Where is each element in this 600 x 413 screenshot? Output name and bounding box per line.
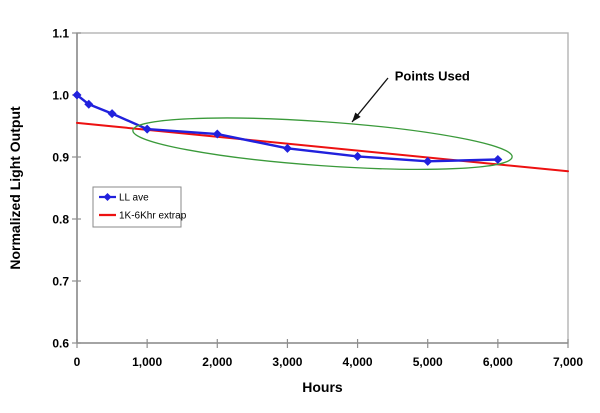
data-point-marker [72,90,82,100]
data-point-marker [142,124,152,134]
legend-label: LL ave [119,193,149,204]
data-point-marker [84,99,94,109]
data-point-marker [353,151,363,161]
x-axis-title: Hours [302,379,343,395]
x-tick-label: 0 [74,355,81,369]
data-point-marker [493,154,503,164]
points-used-ellipse [132,117,513,170]
points-used-arrowhead [352,112,361,122]
y-tick-label: 0.9 [52,151,69,165]
y-axis-title: Normalized Light Output [7,106,23,270]
data-point-marker [282,143,292,153]
x-tick-label: 5,000 [413,355,443,369]
points-used-label: Points Used [395,69,470,84]
data-point-marker [423,156,433,166]
points-used-arrow-line [351,77,389,123]
data-point-marker [212,129,222,139]
legend-marker-diamond [103,193,112,201]
y-tick-label: 0.7 [52,275,69,289]
x-tick-label: 7,000 [553,355,583,369]
x-tick-label: 1,000 [132,355,162,369]
legend-label: 1K-6Khr extrap [119,211,187,222]
y-tick-label: 0.6 [52,337,69,351]
x-tick-label: 6,000 [483,355,513,369]
y-tick-label: 1.0 [52,89,69,103]
y-tick-label: 0.8 [52,213,69,227]
y-tick-label: 1.1 [52,27,69,41]
x-tick-label: 3,000 [272,355,302,369]
data-point-marker [107,109,117,119]
x-tick-label: 4,000 [343,355,373,369]
x-tick-label: 2,000 [202,355,232,369]
